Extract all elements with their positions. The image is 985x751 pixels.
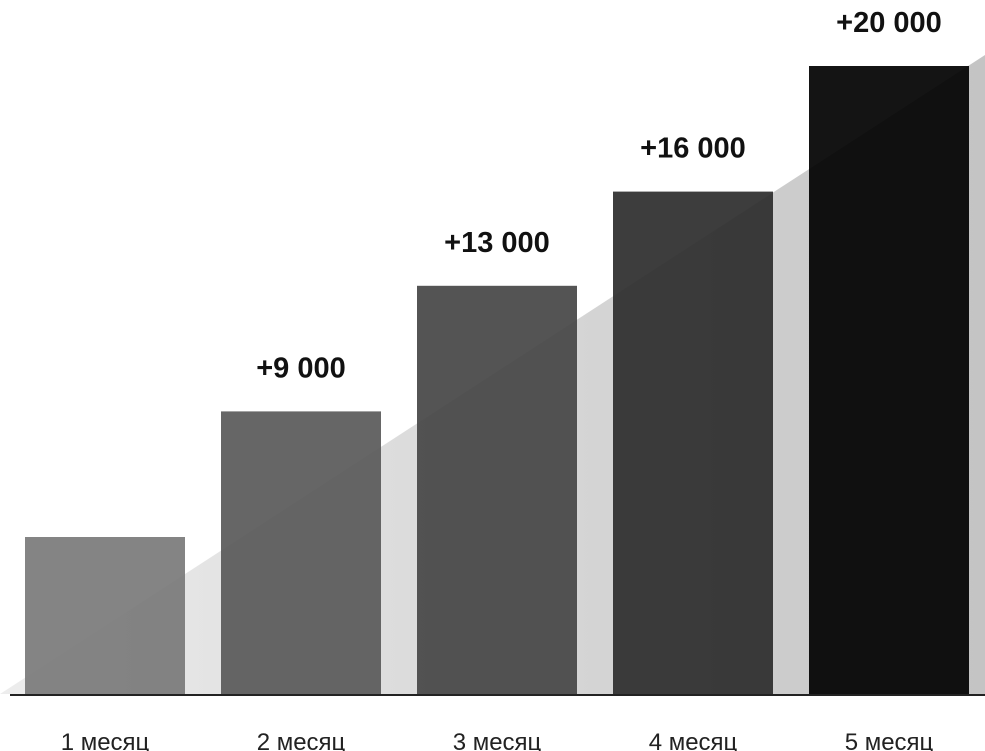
bar-2 <box>221 411 381 694</box>
category-label-3: 3 месяц <box>453 729 542 751</box>
bar-value-label-3: +13 000 <box>444 227 550 259</box>
bar-1 <box>25 537 185 694</box>
bar-value-label-5: +20 000 <box>836 7 942 39</box>
category-label-1: 1 месяц <box>61 729 150 751</box>
bar-value-label-2: +9 000 <box>256 352 346 384</box>
bar-value-label-4: +16 000 <box>640 133 746 165</box>
category-labels-group: 1 месяц 2 месяц 3 месяц 4 месяц 5 месяц <box>61 729 934 751</box>
category-label-2: 2 месяц <box>257 729 346 751</box>
bar-5 <box>809 66 969 694</box>
category-label-4: 4 месяц <box>649 729 738 751</box>
value-labels-group: +9 000 +13 000 +16 000 +20 000 <box>256 7 942 384</box>
bar-4 <box>613 191 773 694</box>
bars-group <box>25 66 969 694</box>
category-label-5: 5 месяц <box>845 729 934 751</box>
bar-3 <box>417 285 577 694</box>
